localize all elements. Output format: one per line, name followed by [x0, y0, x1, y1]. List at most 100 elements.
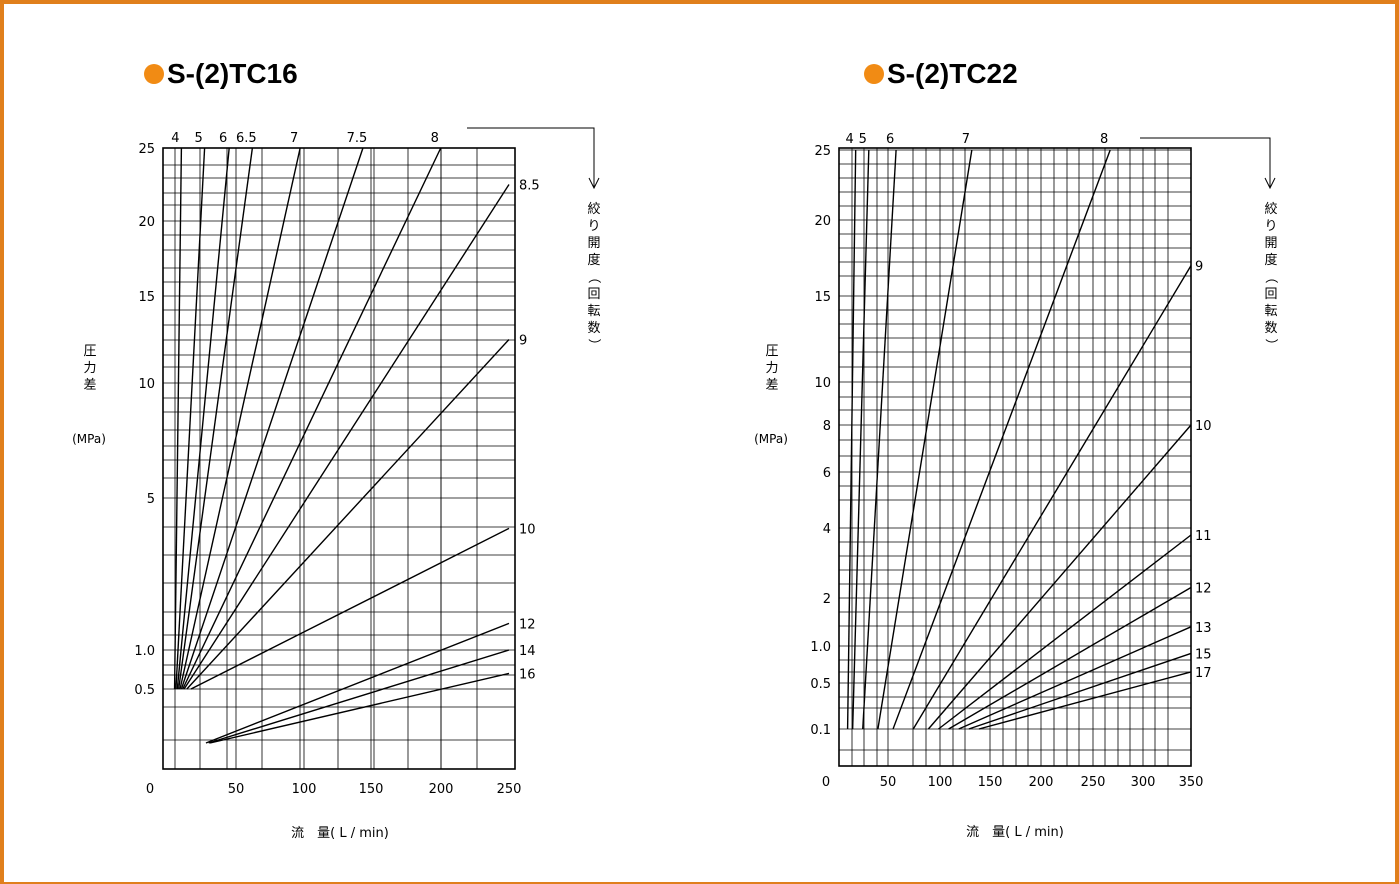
chart1-series-line-6 — [176, 147, 230, 690]
chart2-legend-label-char: り — [1264, 219, 1277, 234]
chart2-legend-label-char: （ — [1263, 270, 1278, 283]
chart1-series-line-5 — [175, 147, 206, 690]
chart2-legend-label-char: 絞 — [1264, 202, 1277, 217]
chart1-y-tick-label: 5 — [147, 492, 155, 507]
chart1-series-label: 7 — [290, 131, 298, 146]
chart1-y-axis-label: 圧 — [83, 344, 96, 359]
chart1-series-line-14 — [208, 649, 510, 744]
chart1-legend-label-char: 度 — [587, 252, 600, 268]
chart1-x-tick-label: 50 — [228, 782, 245, 797]
chart1-y-tick-label: 15 — [138, 290, 155, 305]
chart1-legend-label-char: （ — [586, 270, 601, 283]
chart2-series-line-12 — [948, 586, 1192, 730]
chart2-series-line-13 — [958, 626, 1192, 730]
chart2-y-axis-label: 圧 — [765, 344, 778, 359]
chart-title-text: S-(2)TC16 — [167, 58, 298, 89]
chart2-arrow-head-icon — [1264, 177, 1276, 190]
chart2-y-tick-label: 6 — [823, 466, 831, 481]
chart2-x-tick-label: 200 — [1029, 775, 1054, 790]
chart1-x-tick-label: 0 — [146, 782, 154, 797]
chart1-y-axis-label: 力 — [83, 361, 96, 376]
chart2-y-axis-label: 差 — [765, 378, 778, 393]
chart2-series-line-11 — [938, 534, 1192, 730]
chart2-series-line-6 — [862, 149, 897, 730]
chart1-legend-arrow — [467, 127, 595, 188]
chart1-x-tick-label: 150 — [359, 782, 384, 797]
chart2-series-label: 9 — [1195, 260, 1203, 275]
chart2-series-line-8 — [892, 149, 1111, 730]
chart1-y-tick-label: 1.0 — [134, 644, 155, 659]
chart1-series-line-8_5 — [183, 184, 510, 690]
chart2-legend-label-char: 開 — [1264, 236, 1277, 251]
chart2-x-tick-label: 150 — [978, 775, 1003, 790]
chart1-y-tick-label: 20 — [138, 215, 155, 230]
chart1-series-label: 4 — [171, 131, 179, 146]
chart1-series-line-7 — [179, 147, 301, 690]
chart1-y-tick-label: 25 — [138, 142, 155, 157]
chart2-x-tick-label: 350 — [1179, 775, 1204, 790]
chart2-series-label: 10 — [1195, 419, 1212, 434]
chart1-series-label: 8 — [431, 131, 439, 146]
chart1-legend-label-char: 絞 — [587, 202, 600, 217]
orange-dot-icon — [864, 64, 884, 84]
chart1-y-axis-unit: (MPa) — [72, 432, 106, 446]
chart1-legend-label-char: 転 — [587, 304, 600, 319]
chart1-legend-label-char: 開 — [587, 236, 600, 251]
chart2-series-label: 13 — [1195, 621, 1212, 636]
chart1-series-label: 8.5 — [519, 179, 540, 194]
chart1-series-label: 14 — [519, 644, 536, 659]
chart1-series-label: 9 — [519, 334, 527, 349]
chart2-y-tick-label: 2 — [823, 592, 831, 607]
chart1-y-tick-label: 10 — [138, 377, 155, 392]
chart2-y-tick-label: 10 — [814, 376, 831, 391]
chart2-series-label: 6 — [886, 132, 894, 147]
chart1-series-label: 10 — [519, 522, 536, 537]
chart2-y-axis-unit: (MPa) — [754, 432, 788, 446]
chart2-y-tick-label: 0.5 — [810, 677, 831, 692]
chart1-legend-label-char: り — [587, 219, 600, 234]
chart2-x-tick-label: 50 — [880, 775, 897, 790]
chart1-series-line-6_5 — [177, 147, 254, 690]
chart1-series-label: 6.5 — [236, 131, 257, 146]
chart2-series-label: 7 — [962, 132, 970, 147]
chart2-y-tick-label: 4 — [823, 522, 831, 537]
chart1-x-axis-label: 流 量( L / min) — [291, 826, 389, 841]
chart2-x-tick-label: 0 — [822, 775, 830, 790]
orange-dot-icon — [144, 64, 164, 84]
chart2-series-line-17 — [978, 671, 1192, 730]
chart2-legend-label-char: 度 — [1264, 252, 1277, 268]
chart2-series-label: 4 — [846, 132, 854, 147]
chart1-y-tick-label: 0.5 — [134, 683, 155, 698]
chart1-series-line-4 — [173, 147, 183, 690]
chart2-series-line-10 — [927, 424, 1192, 730]
chart2-x-tick-label: 100 — [928, 775, 953, 790]
chart1-legend-label-char: 回 — [587, 287, 600, 302]
chart2-legend-label-char: 数 — [1264, 321, 1277, 336]
chart2-series-label: 17 — [1195, 666, 1212, 681]
chart1-x-tick-label: 100 — [292, 782, 317, 797]
chart2-series-label: 12 — [1195, 582, 1212, 597]
chart2-legend-arrow — [1140, 137, 1271, 188]
chart2-legend-label-char: 回 — [1264, 287, 1277, 302]
chart2-y-tick-label: 25 — [814, 144, 831, 159]
chart2-legend-label-char: 転 — [1264, 304, 1277, 319]
chart2-y-tick-label: 0.1 — [810, 723, 831, 738]
chart1-series-line-10 — [190, 527, 510, 690]
chart2-y-tick-label: 1.0 — [810, 640, 831, 655]
chart2-legend-label-char: ） — [1263, 338, 1278, 351]
chart1-series-label: 12 — [519, 617, 536, 632]
chart2-series-label: 15 — [1195, 647, 1212, 662]
chart2-series-label: 11 — [1195, 529, 1212, 544]
chart1-x-tick-label: 200 — [429, 782, 454, 797]
chart2-y-tick-label: 15 — [814, 290, 831, 305]
chart2-series-line-9 — [912, 265, 1192, 730]
chart1-series-label: 7.5 — [347, 131, 368, 146]
chart2-series-label: 8 — [1100, 132, 1108, 147]
chart2-x-axis-label: 流 量( L / min) — [966, 825, 1064, 840]
chart1-series-label: 6 — [219, 131, 227, 146]
chart1-legend-label-char: ） — [586, 338, 601, 351]
chart1-series-line-12 — [205, 622, 510, 744]
chart-title-text: S-(2)TC22 — [887, 58, 1018, 89]
